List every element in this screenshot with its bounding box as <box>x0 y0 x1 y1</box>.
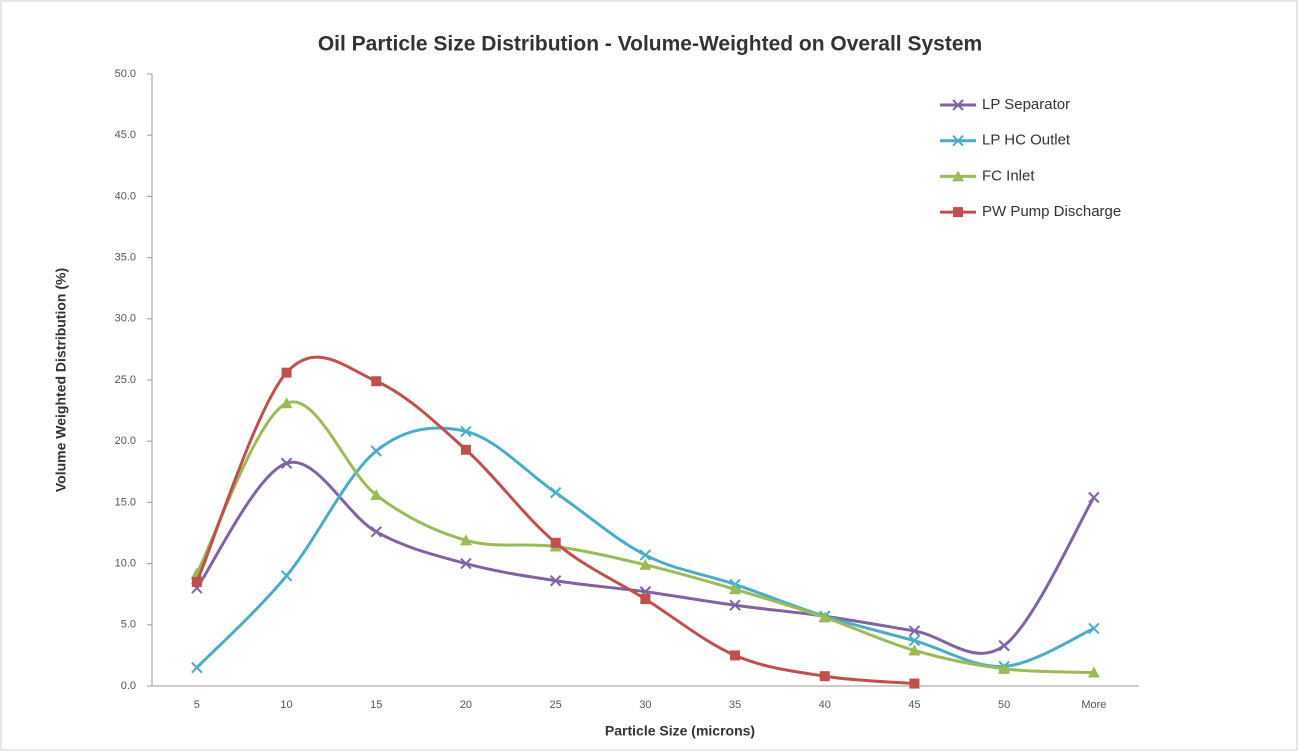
y-tick-label: 35.0 <box>115 252 136 264</box>
marker <box>460 444 471 455</box>
y-tick-label: 5.0 <box>121 619 136 631</box>
marker <box>280 457 293 469</box>
marker <box>1088 622 1100 635</box>
y-tick-label: 20.0 <box>115 435 136 447</box>
x-tick-label: 25 <box>550 699 562 711</box>
legend-label: FC Inlet <box>982 167 1035 184</box>
y-tick-label: 10.0 <box>115 558 136 570</box>
y-tick-label: 15.0 <box>115 496 136 508</box>
marker <box>640 594 651 605</box>
marker <box>908 625 921 637</box>
marker <box>818 611 831 623</box>
marker <box>952 134 964 147</box>
marker <box>953 207 963 218</box>
legend-label: LP HC Outlet <box>982 132 1071 149</box>
marker <box>550 537 561 548</box>
marker <box>729 599 741 611</box>
y-tick-label: 0.0 <box>121 680 136 692</box>
x-axis-title: Particle Size (microns) <box>605 723 755 739</box>
x-tick-label: 15 <box>370 699 382 711</box>
x-tick-label: 45 <box>908 699 920 711</box>
marker <box>1087 666 1100 678</box>
legend-label: LP Separator <box>982 96 1070 113</box>
marker <box>639 549 652 561</box>
marker <box>639 558 652 570</box>
marker <box>280 397 293 409</box>
marker <box>460 557 472 570</box>
x-tick-label: 10 <box>280 699 292 711</box>
marker <box>549 486 562 499</box>
y-tick-label: 30.0 <box>115 313 136 325</box>
series-line <box>195 400 1094 675</box>
marker <box>371 376 382 387</box>
y-tick-label: 45.0 <box>115 129 136 141</box>
x-tick-label: 30 <box>639 699 651 711</box>
marker <box>908 644 921 656</box>
marker <box>280 570 293 582</box>
marker <box>952 99 964 111</box>
x-tick-label: 20 <box>460 699 472 711</box>
marker <box>998 639 1010 652</box>
marker <box>191 661 203 674</box>
marker <box>909 678 920 689</box>
marker <box>729 583 742 595</box>
marker <box>908 635 921 647</box>
y-axis-title: Volume Weighted Distribution (%) <box>53 268 69 492</box>
marker <box>819 671 830 682</box>
series-line <box>195 426 1095 669</box>
marker <box>459 534 472 546</box>
legend-label: PW Pump Discharge <box>982 203 1121 220</box>
marker <box>1088 491 1100 504</box>
marker <box>191 576 202 587</box>
marker <box>460 425 472 438</box>
marker <box>370 445 382 457</box>
x-tick-label: 50 <box>998 699 1010 711</box>
marker <box>952 170 964 182</box>
marker <box>281 367 292 378</box>
marker <box>370 489 383 501</box>
marker <box>998 662 1011 674</box>
y-tick-label: 40.0 <box>115 190 136 202</box>
marker <box>730 650 741 661</box>
y-tick-label: 50.0 <box>115 68 136 80</box>
x-tick-label: 35 <box>729 699 741 711</box>
x-tick-label: 5 <box>194 699 200 711</box>
marker <box>549 575 562 587</box>
x-tick-label: More <box>1081 699 1106 711</box>
y-tick-label: 25.0 <box>115 374 136 386</box>
marker <box>370 526 382 538</box>
chart-title: Oil Particle Size Distribution - Volume-… <box>318 33 982 56</box>
x-tick-label: 40 <box>819 699 831 711</box>
